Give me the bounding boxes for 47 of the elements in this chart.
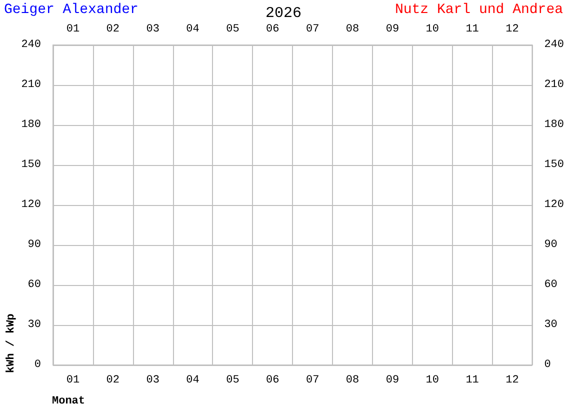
y-tick-label: 60 — [28, 279, 41, 291]
y2-tick-label: 180 — [544, 119, 564, 131]
x-tick-label: 10 — [426, 374, 439, 386]
category-label: 07 — [306, 24, 320, 36]
x-axis-title: Monat — [52, 396, 86, 408]
x-tick-label: 04 — [186, 374, 200, 386]
chart-title: 2026 — [265, 5, 302, 22]
y-tick-label: 150 — [21, 159, 41, 171]
text: Geiger Alexander — [4, 2, 138, 18]
y2-tick-label: 30 — [544, 319, 558, 331]
y-tick-label: 30 — [28, 319, 41, 331]
category-label: 05 — [226, 24, 240, 36]
y2-tick-label: 0 — [544, 359, 551, 371]
category-label: 08 — [346, 24, 360, 36]
x-tick-label: 05 — [226, 374, 240, 386]
category-label: 06 — [266, 24, 280, 36]
x-tick-label: 07 — [306, 374, 320, 386]
y-axis-title: kWh / kWp — [6, 313, 18, 373]
x-tick-label: 01 — [66, 374, 80, 386]
x-tick-label: 11 — [466, 374, 480, 386]
y2-tick-label: 90 — [544, 239, 558, 251]
category-label: 03 — [146, 24, 160, 36]
y2-tick-label: 60 — [544, 279, 558, 291]
x-tick-label: 12 — [506, 374, 519, 386]
x-tick-label: 06 — [266, 374, 280, 386]
category-label: 09 — [386, 24, 400, 36]
y2-tick-label: 150 — [544, 159, 564, 171]
y-tick-label: 90 — [28, 239, 41, 251]
y2-tick-label: 120 — [544, 199, 564, 211]
y2-tick-label: 210 — [544, 79, 564, 91]
y-tick-label: 210 — [21, 79, 41, 91]
y2-tick-label: 240 — [544, 39, 564, 51]
y-tick-label: 180 — [21, 119, 41, 131]
x-tick-label: 09 — [386, 374, 400, 386]
x-tick-label: 02 — [106, 374, 120, 386]
category-label: 04 — [186, 24, 200, 36]
category-label: 10 — [426, 24, 439, 36]
text: Nutz Karl und Andrea — [394, 2, 564, 18]
x-tick-label: 08 — [346, 374, 360, 386]
category-label: 02 — [106, 24, 120, 36]
y-tick-label: 120 — [21, 199, 41, 211]
y-tick-label: 0 — [34, 359, 41, 371]
category-label: 11 — [466, 24, 479, 36]
category-label: 01 — [66, 24, 80, 36]
category-label: 12 — [506, 24, 519, 36]
x-tick-label: 03 — [146, 374, 160, 386]
y-tick-label: 240 — [21, 39, 41, 51]
